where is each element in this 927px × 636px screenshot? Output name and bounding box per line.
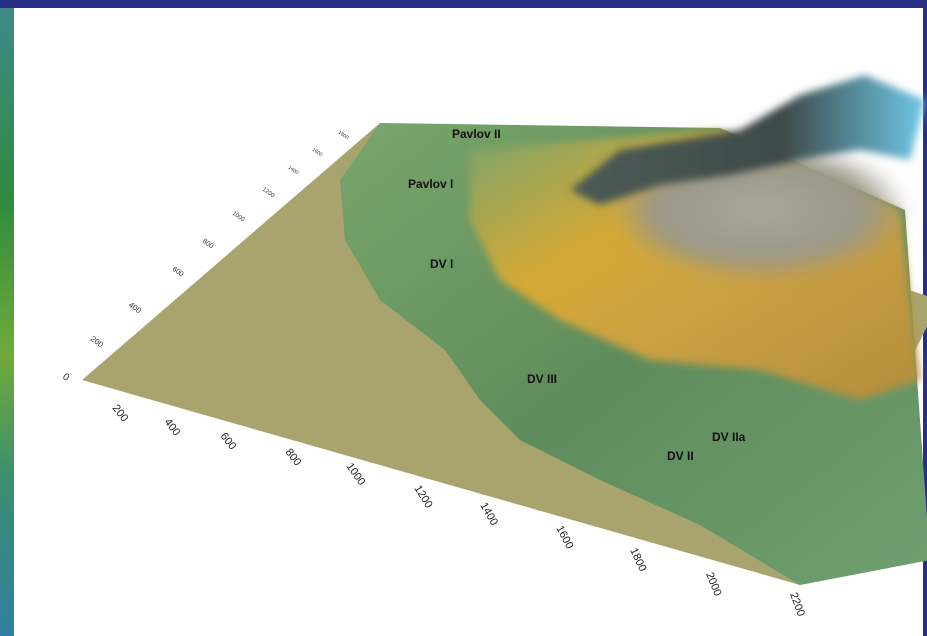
y-tick-label: 1800 [337,130,350,141]
y-tick-label: 200 [89,334,106,349]
window-top-border [0,0,927,8]
site-label-dv-iia: DV IIa [712,430,746,444]
x-tick-label: 2000 [703,571,723,598]
x-tick-label: 1000 [344,461,368,488]
terrain-ridge [570,75,925,205]
x-tick-label: 1400 [477,501,500,528]
site-label-dv-iii: DV III [527,372,557,386]
y-tick-label: 1400 [287,165,300,176]
x-tick-label: 1800 [627,546,648,573]
x-tick-label: 800 [283,446,304,468]
y-tick-label: 1000 [231,211,246,224]
y-tick-label: 0 [60,371,71,383]
site-labels: Pavlov II Pavlov I DV I DV III DV IIa DV… [408,127,746,463]
x-tick-label: 400 [162,416,183,438]
site-label-pavlov-i: Pavlov I [408,177,453,191]
y-tick-label: 400 [127,300,144,315]
x-tick-label: 1600 [553,524,575,551]
x-tick-label: 200 [110,402,131,424]
y-tick-label: 1200 [261,187,276,200]
site-label-dv-i: DV I [430,257,453,271]
background-landscape-strip [0,8,14,636]
y-tick-label: 600 [171,266,185,278]
site-label-dv-ii: DV II [667,449,694,463]
x-tick-label: 1200 [411,483,434,510]
x-tick-label: 600 [218,430,239,452]
x-tick-label: 2200 [787,591,807,618]
site-label-pavlov-ii: Pavlov II [452,127,501,141]
y-tick-label: 800 [201,238,215,250]
y-tick-label: 1600 [311,147,324,158]
